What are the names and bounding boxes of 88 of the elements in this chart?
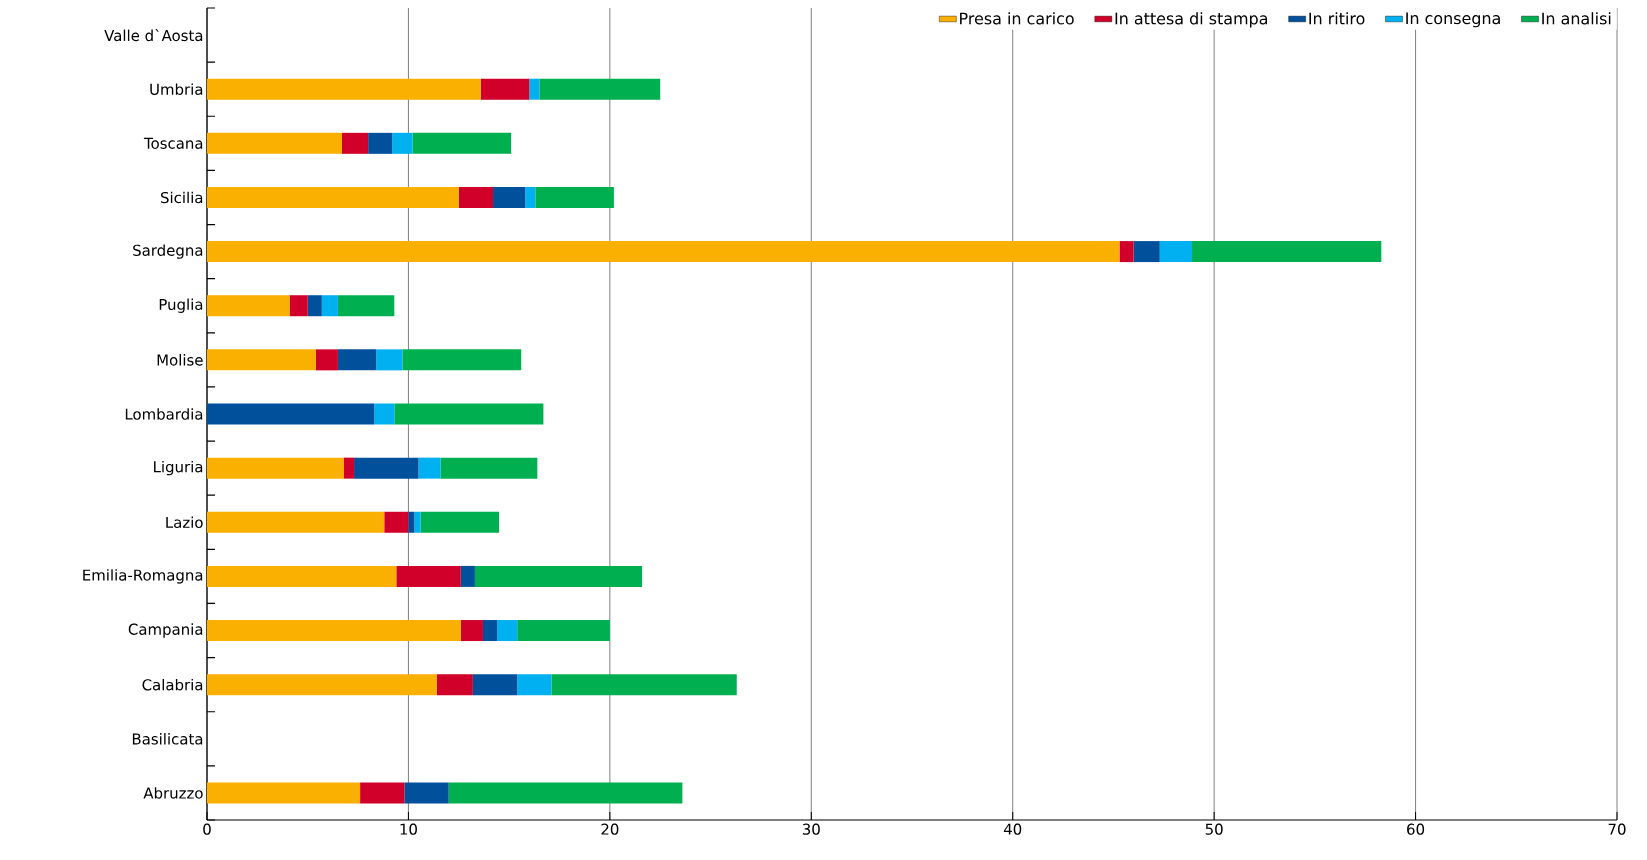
legend-label: In analisi xyxy=(1542,12,1611,25)
bar xyxy=(207,511,385,533)
bar xyxy=(207,403,375,425)
x-tick-label: 70 xyxy=(1608,823,1626,835)
bar xyxy=(337,349,377,371)
bar xyxy=(474,565,643,587)
legend-label: In consegna xyxy=(1406,12,1500,28)
bar xyxy=(394,403,544,425)
bar xyxy=(1119,241,1134,263)
bar xyxy=(207,241,1120,263)
bar xyxy=(207,186,459,208)
bar xyxy=(368,132,393,154)
bar xyxy=(207,295,290,317)
y-tick-label: Molise xyxy=(157,354,203,366)
bar xyxy=(404,782,449,804)
bar xyxy=(207,782,361,804)
y-tick-label: Lazio xyxy=(166,516,203,529)
bar xyxy=(517,620,610,642)
y-tick-label: Emilia-Romagna xyxy=(83,569,203,584)
x-tick-label: 30 xyxy=(802,823,820,835)
bar xyxy=(539,78,661,100)
bar xyxy=(448,782,683,804)
bar xyxy=(207,674,437,696)
bar xyxy=(418,457,441,479)
bar xyxy=(482,620,498,642)
y-tick-label: Umbria xyxy=(150,83,203,95)
bar xyxy=(392,132,413,154)
bar xyxy=(207,78,481,100)
legend-label: In ritiro xyxy=(1309,12,1365,25)
bar xyxy=(321,295,338,317)
legend-label: In attesa di stampa xyxy=(1115,12,1267,28)
bar xyxy=(535,186,614,208)
bar xyxy=(337,295,395,317)
y-tick-label: Basilicata xyxy=(132,733,203,745)
bar xyxy=(525,186,536,208)
y-tick-label: Liguria xyxy=(154,460,203,476)
bar xyxy=(517,674,552,696)
bar xyxy=(420,511,500,533)
bar xyxy=(460,565,475,587)
bar xyxy=(376,349,403,371)
y-tick-label: Puglia xyxy=(159,298,203,313)
y-tick-label: Sardegna xyxy=(133,244,203,259)
bar xyxy=(412,132,512,154)
bar xyxy=(396,565,461,587)
x-tick-label: 10 xyxy=(400,823,417,835)
bar xyxy=(436,674,473,696)
bar xyxy=(408,511,415,533)
bar xyxy=(472,674,518,696)
y-tick-label: Toscana xyxy=(143,137,203,149)
bar xyxy=(207,457,344,479)
bar xyxy=(354,457,419,479)
bar xyxy=(460,620,483,642)
bar xyxy=(529,78,540,100)
bar xyxy=(1191,241,1382,263)
bar xyxy=(440,457,538,479)
y-tick-label: Sicilia xyxy=(161,191,203,204)
bar xyxy=(497,620,518,642)
bar xyxy=(207,565,397,587)
bar xyxy=(1159,241,1192,263)
bar xyxy=(374,403,395,425)
bar xyxy=(289,295,308,317)
y-tick-label: Campania xyxy=(128,623,203,638)
bar xyxy=(207,132,342,154)
x-tick-label: 20 xyxy=(601,823,619,835)
y-tick-label: Abruzzo xyxy=(143,787,203,799)
bar xyxy=(207,620,461,642)
bar xyxy=(341,132,369,154)
bar xyxy=(384,511,409,533)
bar xyxy=(207,349,316,371)
x-tick-label: 0 xyxy=(203,823,211,835)
x-tick-label: 40 xyxy=(1003,823,1022,835)
bar xyxy=(493,186,526,208)
bar xyxy=(360,782,405,804)
y-tick-label: Valle d`Aosta xyxy=(104,28,203,42)
x-tick-label: 50 xyxy=(1205,823,1223,835)
bar xyxy=(414,511,421,533)
bar xyxy=(402,349,522,371)
bar xyxy=(458,186,494,208)
x-tick-label: 60 xyxy=(1407,823,1425,835)
legend-label: Presa in carico xyxy=(960,12,1074,25)
bar xyxy=(551,674,737,696)
bar xyxy=(480,78,530,100)
bar xyxy=(307,295,322,317)
bar xyxy=(343,457,355,479)
bar xyxy=(315,349,338,371)
y-tick-label: Calabria xyxy=(142,678,203,691)
y-tick-label: Lombardia xyxy=(125,408,203,420)
bar xyxy=(1133,241,1160,263)
